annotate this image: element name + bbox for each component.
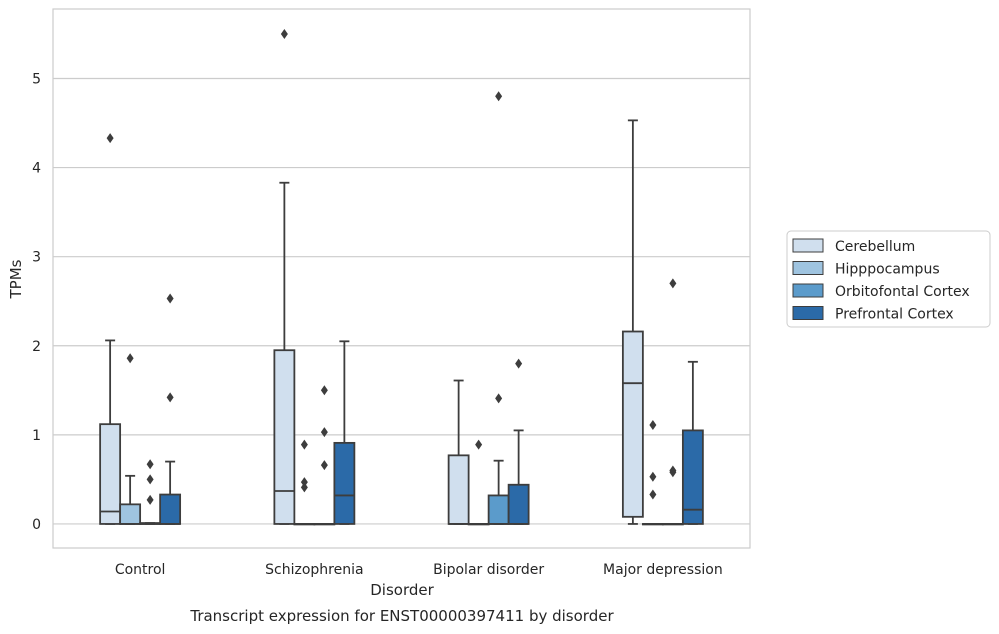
x-tick-label: Major depression (603, 562, 723, 578)
outlier-point (126, 353, 134, 364)
legend-label: Orbitofontal Cortex (835, 284, 970, 300)
figure-caption: Transcript expression for ENST0000039741… (189, 607, 614, 625)
box-prefrontal-cortex (333, 340, 356, 525)
outlier-point (166, 392, 174, 403)
outlier-point (280, 28, 288, 39)
legend-swatch (792, 238, 824, 253)
box-body (447, 454, 470, 525)
x-tick-label: Control (115, 562, 166, 578)
y-axis-label: TPMs (7, 259, 25, 299)
outlier-point (166, 293, 174, 304)
box-prefrontal-cortex (507, 358, 530, 525)
outlier-point (320, 385, 328, 396)
legend-label: Prefrontal Cortex (835, 307, 954, 323)
y-tick-label: 0 (32, 517, 41, 533)
box-cerebellum (447, 379, 470, 525)
outlier-point (320, 427, 328, 438)
y-tick-labels: 0 1 2 3 4 5 (32, 71, 41, 532)
box-cerebellum (273, 28, 296, 525)
box-hipppocampus (293, 439, 316, 526)
box-series (99, 28, 704, 526)
x-tick-label: Bipolar disorder (433, 562, 544, 578)
box-cerebellum (99, 133, 122, 525)
box-body (333, 441, 356, 525)
outlier-point (475, 439, 483, 450)
outlier-point (300, 482, 308, 493)
outlier-point (669, 278, 677, 289)
box-body (273, 349, 296, 525)
box-body (487, 494, 510, 525)
outlier-point (669, 465, 677, 476)
outlier-point (649, 471, 657, 482)
outlier-point (300, 477, 308, 488)
y-tick-label: 5 (32, 71, 41, 87)
outlier-point (495, 91, 503, 102)
legend-swatch (792, 261, 824, 275)
y-tick-label: 4 (32, 161, 41, 177)
x-tick-labels: Control Schizophrenia Bipolar disorder Majo… (115, 562, 723, 578)
box-prefrontal-cortex (681, 360, 704, 525)
box-body (621, 330, 644, 518)
legend-frame (786, 230, 991, 328)
box-orbitofontal-cortex (661, 278, 684, 526)
outlier-point (649, 420, 657, 431)
y-tick-label: 1 (32, 428, 41, 444)
outlier-point (106, 133, 114, 144)
box-body (507, 483, 530, 525)
box-hipppocampus (119, 353, 142, 525)
outlier-point (146, 459, 154, 470)
box-orbitofontal-cortex (487, 91, 510, 525)
box-body (119, 503, 142, 525)
y-tick-label: 3 (32, 250, 41, 266)
legend-swatch (792, 283, 824, 298)
box-orbitofontal-cortex (313, 385, 336, 526)
box-hipppocampus (641, 420, 664, 526)
box-cerebellum (621, 119, 644, 525)
outlier-point (146, 474, 154, 485)
outlier-point (495, 393, 503, 404)
outlier-point (146, 494, 154, 505)
box-body (681, 429, 704, 525)
box-prefrontal-cortex (159, 293, 182, 525)
box-body (159, 493, 182, 525)
y-tick-label: 2 (32, 339, 41, 355)
legend-label: Cerebellum (835, 239, 915, 255)
plot-area (52, 8, 751, 549)
outlier-point (300, 439, 308, 450)
box-body (99, 423, 122, 525)
x-axis-label: Disorder (370, 581, 434, 599)
legend: Cerebellum Hipppocampus Orbitofontal Corte… (786, 230, 991, 328)
x-tick-label: Schizophrenia (265, 562, 363, 578)
legend-label: Hipppocampus (835, 262, 940, 278)
outlier-point (320, 460, 328, 471)
outlier-point (515, 358, 523, 369)
legend-swatch (792, 306, 824, 320)
outlier-point (649, 489, 657, 500)
